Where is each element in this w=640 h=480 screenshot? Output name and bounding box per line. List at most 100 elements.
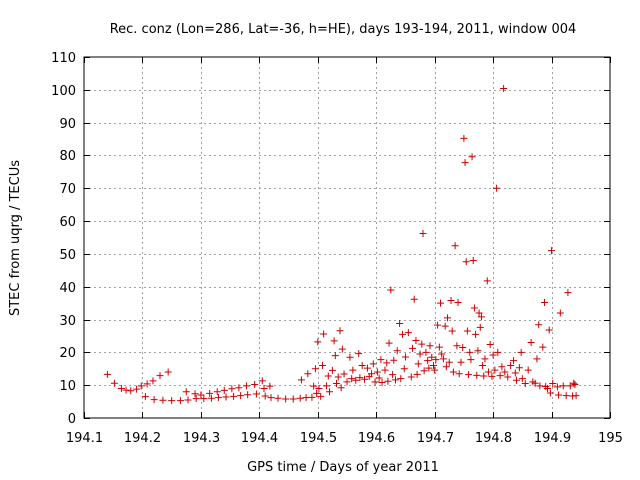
data-point [461,159,469,167]
data-point [545,326,553,334]
data-point [378,379,386,387]
x-tick-label: 194.3 [183,431,220,446]
data-point [439,355,447,363]
y-tick-label: 80 [59,149,76,164]
data-point [400,365,408,373]
grid-lines [84,57,610,418]
data-point [330,337,338,345]
plot-frame [83,56,611,419]
data-point [282,395,290,403]
data-point [555,391,563,399]
data-point [426,342,434,350]
x-tick-label: 194.6 [358,431,395,446]
data-point [383,359,391,367]
data-point [437,299,445,307]
data-point [337,384,345,392]
data-point [441,322,449,330]
x-tick-label: 194.2 [124,431,161,446]
data-point [488,372,496,380]
data-point [389,371,397,379]
data-point [470,304,478,312]
data-point [447,297,455,305]
data-point [182,388,190,396]
data-point [424,357,432,365]
data-point [230,392,238,400]
data-point [572,392,580,400]
data-point [176,397,184,405]
data-point [553,383,561,391]
data-point [541,298,549,306]
y-tick-label: 90 [59,117,76,132]
data-point [429,361,437,369]
data-points [103,85,580,405]
data-point [548,247,556,255]
data-point [343,378,351,386]
data-point [465,371,473,379]
data-point [220,386,228,394]
data-point [468,153,476,161]
data-point [358,361,366,369]
data-point [431,366,439,374]
data-point [489,351,497,359]
data-point [463,327,471,335]
data-point [454,298,462,306]
data-point [549,380,557,388]
data-point [308,393,316,401]
data-point [500,85,508,93]
y-tick-label: 40 [59,281,76,296]
data-point [474,347,482,355]
data-point [512,376,520,384]
data-point [168,397,176,405]
data-point [432,356,440,364]
data-point [258,377,266,385]
data-point [159,396,167,404]
data-point [570,379,578,387]
data-point [349,366,357,374]
data-point [416,350,424,358]
data-point [348,375,356,383]
x-tick-label: 194.9 [534,431,571,446]
data-point [346,353,354,361]
x-tick-label: 194.7 [417,431,454,446]
data-point [387,286,395,294]
data-point [517,348,525,356]
data-point [297,376,305,384]
data-point [103,370,111,378]
data-point [313,389,321,397]
data-point [338,345,346,353]
data-point [289,395,297,403]
data-point [399,330,407,338]
data-point [491,366,499,374]
data-point [477,313,485,321]
data-point [480,372,488,380]
data-point [274,394,282,402]
data-point [127,387,135,395]
data-point [315,384,323,392]
data-point [493,184,501,192]
data-point [336,327,344,335]
data-point [533,355,541,363]
data-point [392,376,400,384]
data-point [310,382,318,390]
data-point [418,340,426,348]
data-point [466,348,474,356]
data-point [535,321,543,329]
data-point [511,369,519,377]
data-point [498,363,506,371]
data-point [252,390,260,398]
y-tick-label: 100 [51,84,76,99]
data-point [455,370,463,378]
data-point [543,384,551,392]
data-point [396,319,404,327]
data-point [122,386,130,394]
data-point [475,309,483,317]
data-point [352,376,360,384]
data-point [296,394,304,402]
data-point [397,375,405,383]
data-point [536,382,544,390]
data-point [213,388,221,396]
data-point [462,258,470,266]
data-point [476,323,484,331]
data-point [267,394,275,402]
